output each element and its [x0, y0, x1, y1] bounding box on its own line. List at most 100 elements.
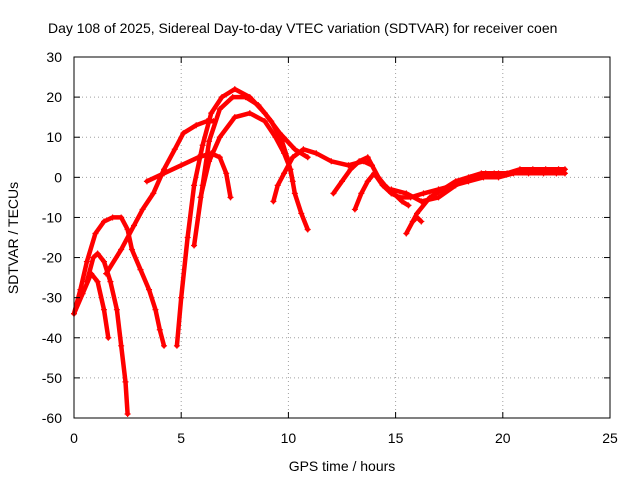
series-arc-b	[71, 271, 111, 341]
data-point-marker	[83, 278, 90, 285]
markers-arc-h	[197, 110, 311, 233]
markers-arc-j	[330, 154, 376, 197]
data-point-marker	[289, 154, 296, 161]
data-point-marker	[150, 190, 157, 197]
data-point-marker	[529, 166, 536, 173]
data-point-marker	[304, 154, 311, 161]
data-point-marker	[83, 258, 90, 265]
data-point-marker	[358, 190, 365, 197]
data-point-marker	[281, 150, 288, 157]
data-point-marker	[193, 122, 200, 129]
data-point-marker	[418, 198, 425, 205]
data-point-marker	[203, 118, 210, 125]
data-point-marker	[272, 134, 279, 141]
y-axis-label: SDTVAR / TECUs	[5, 182, 21, 294]
data-point-marker	[218, 94, 225, 101]
markers-arc-g	[191, 94, 296, 249]
markers-arc-a	[71, 214, 168, 349]
y-tick-label: -30	[42, 290, 62, 306]
markers-arc-c	[83, 250, 131, 417]
data-point-marker	[289, 178, 296, 185]
y-tick-label: -50	[42, 370, 62, 386]
data-point-marker	[124, 226, 131, 233]
data-point-marker	[291, 190, 298, 197]
data-point-marker	[347, 166, 354, 173]
markers-arc-m	[409, 214, 425, 225]
data-point-marker	[210, 118, 217, 125]
data-point-marker	[103, 270, 110, 277]
data-point-marker	[90, 254, 97, 261]
data-point-marker	[206, 158, 213, 165]
y-tick-label: -10	[42, 209, 62, 225]
data-point-marker	[255, 102, 262, 109]
markers-arc-e	[143, 150, 234, 201]
data-point-marker	[268, 118, 275, 125]
data-point-marker	[92, 230, 99, 237]
data-point-marker	[369, 162, 376, 169]
data-point-marker	[371, 170, 378, 177]
plot-frame	[73, 56, 611, 419]
data-point-marker	[246, 110, 253, 117]
data-point-marker	[351, 206, 358, 213]
markers-arc-l	[403, 166, 568, 237]
data-point-marker	[261, 118, 268, 125]
data-point-marker	[525, 170, 532, 177]
data-point-marker	[109, 214, 116, 221]
data-point-marker	[231, 114, 238, 121]
data-point-marker	[171, 146, 178, 153]
data-point-marker	[328, 158, 335, 165]
data-point-marker	[480, 174, 487, 181]
data-point-marker	[101, 218, 108, 225]
grid-layer	[74, 57, 610, 418]
data-point-marker	[420, 190, 427, 197]
data-point-marker	[403, 190, 410, 197]
data-point-marker	[178, 162, 185, 169]
series-arc-h	[198, 110, 310, 232]
data-point-marker	[542, 166, 549, 173]
data-point-marker	[206, 138, 213, 145]
data-point-marker	[379, 182, 386, 189]
data-point-marker	[287, 166, 294, 173]
data-point-marker	[137, 266, 144, 273]
marker-layer	[71, 86, 568, 417]
data-point-marker	[161, 170, 168, 177]
data-point-marker	[339, 178, 345, 185]
markers-arc-d	[103, 118, 217, 277]
y-tick-label: 10	[46, 129, 62, 145]
chart-title: Day 108 of 2025, Sidereal Day-to-day VTE…	[48, 20, 557, 36]
x-tick-label: 5	[177, 430, 185, 446]
data-point-marker	[285, 158, 292, 165]
data-point-marker	[426, 194, 433, 201]
data-point-marker	[229, 94, 236, 101]
data-point-marker	[291, 146, 298, 153]
y-tick-label: 30	[46, 49, 62, 65]
data-point-marker	[364, 154, 371, 161]
y-tick-label: -20	[42, 250, 62, 266]
data-point-marker	[94, 278, 101, 285]
data-point-marker	[223, 170, 230, 177]
data-point-marker	[180, 130, 187, 137]
data-point-marker	[555, 166, 562, 173]
data-point-marker	[561, 166, 568, 173]
data-point-marker	[146, 286, 153, 293]
data-point-marker	[88, 270, 95, 277]
data-point-marker	[313, 150, 320, 157]
data-point-marker	[184, 234, 191, 241]
x-tick-label: 20	[495, 430, 511, 446]
data-point-marker	[356, 158, 363, 165]
data-point-marker	[208, 150, 215, 157]
data-point-marker	[208, 110, 215, 117]
series-arc-n	[389, 171, 501, 204]
data-point-marker	[94, 250, 101, 257]
data-point-marker	[107, 278, 114, 285]
data-point-marker	[143, 178, 150, 185]
data-point-marker	[199, 142, 206, 149]
data-point-marker	[122, 378, 129, 385]
data-point-marker	[388, 186, 395, 193]
data-point-marker	[467, 174, 474, 181]
data-point-marker	[197, 194, 204, 201]
data-point-marker	[375, 174, 382, 181]
data-point-marker	[261, 110, 268, 117]
